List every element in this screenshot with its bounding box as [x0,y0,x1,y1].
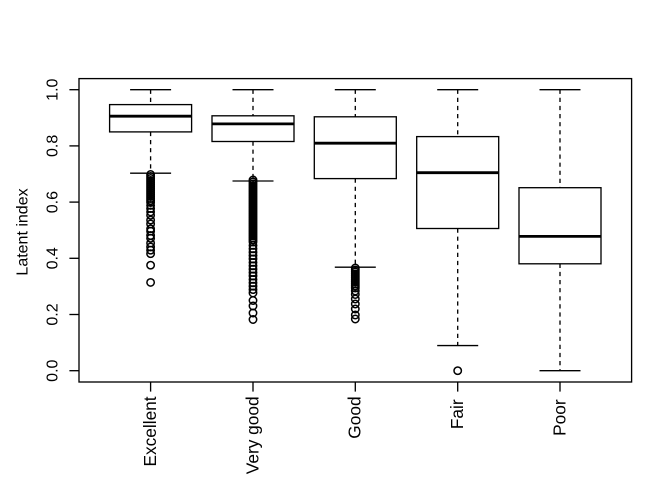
svg-text:0.8: 0.8 [45,135,62,157]
svg-text:0.2: 0.2 [45,303,62,325]
svg-text:0.4: 0.4 [45,247,62,269]
svg-text:Fair: Fair [447,399,467,429]
svg-text:0.6: 0.6 [45,191,62,213]
svg-text:0.0: 0.0 [45,359,62,381]
svg-text:Excellent: Excellent [140,396,160,466]
svg-text:Good: Good [345,396,365,438]
svg-text:Poor: Poor [549,399,569,436]
svg-text:1.0: 1.0 [45,78,62,100]
svg-text:Latent index: Latent index [15,188,32,275]
svg-text:Very good: Very good [242,396,262,474]
